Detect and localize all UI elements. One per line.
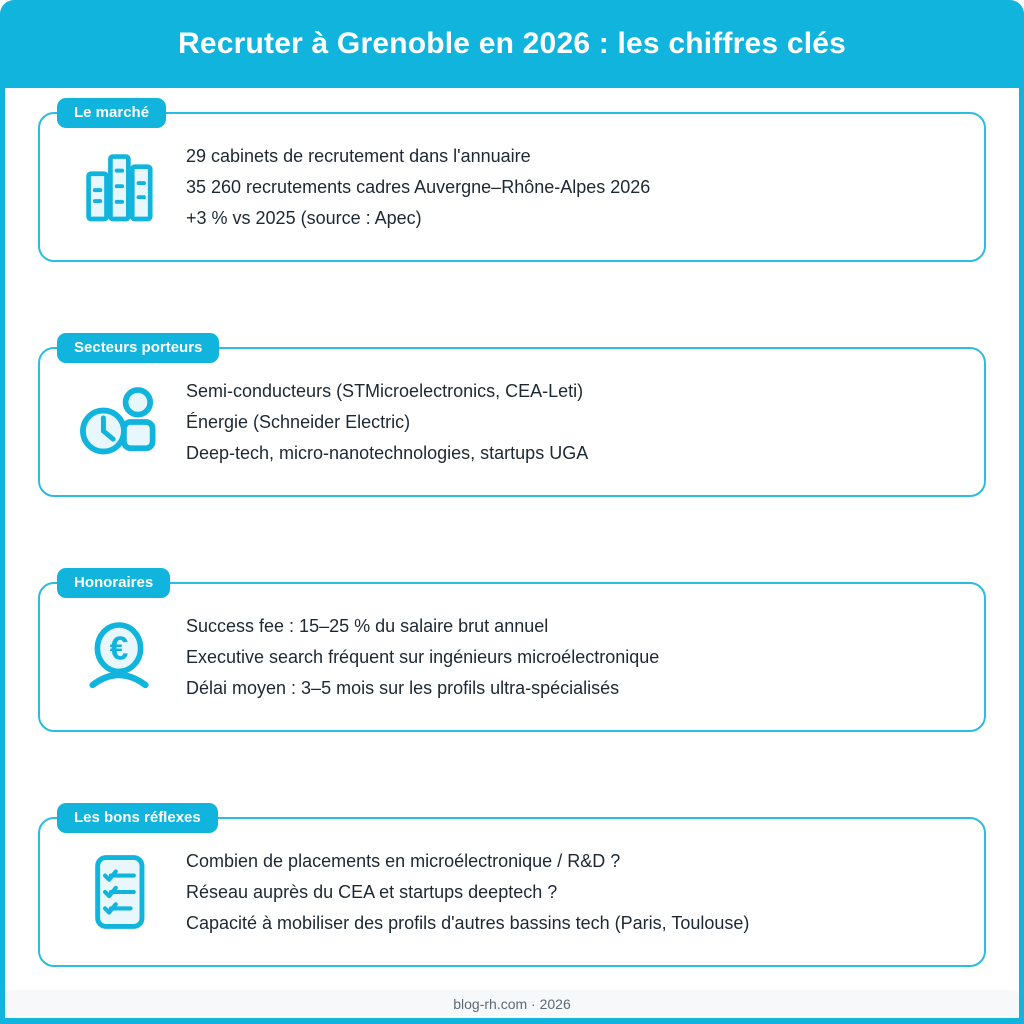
section-badge: Secteurs porteurs	[57, 333, 220, 363]
section-badge: Le marché	[57, 98, 167, 128]
fact-line: Combien de placements en microélectroniq…	[186, 850, 621, 871]
clock-person-icon	[78, 381, 160, 463]
page-border-right	[1019, 80, 1024, 1024]
fact-line: 35 260 recrutements cadres Auvergne–Rhôn…	[186, 176, 651, 197]
section-les-bons-reflexes: Les bons réflexes Combien de placements …	[38, 803, 986, 967]
fact-line: 29 cabinets de recrutement dans l'annuai…	[186, 145, 531, 166]
section-le-marche: Le marché 29 cabinets de recrutement d	[38, 98, 986, 262]
fact-line: Énergie (Schneider Electric)	[186, 411, 411, 432]
fact-line: +3 % vs 2025 (source : Apec)	[186, 207, 422, 228]
section-honoraires: Honoraires € Success fee : 15–25 % du sa…	[38, 568, 986, 732]
page-border-bottom	[0, 1018, 1024, 1024]
footer: blog-rh.com · 2026	[5, 990, 1019, 1018]
fact-line: Capacité à mobiliser des profils d'autre…	[186, 912, 750, 933]
fact-line: Délai moyen : 3–5 mois sur les profils u…	[186, 677, 620, 698]
checklist-icon	[78, 848, 160, 936]
page-title: Recruter à Grenoble en 2026 : les chiffr…	[177, 27, 847, 60]
fact-line: Deep-tech, micro-nanotechnologies, start…	[186, 442, 589, 463]
fact-line: Executive search fréquent sur ingénieurs…	[186, 646, 660, 667]
section-badge: Les bons réflexes	[57, 803, 218, 833]
fact-line: Semi-conducteurs (STMicroelectronics, CE…	[186, 380, 584, 401]
page-header: Recruter à Grenoble en 2026 : les chiffr…	[0, 0, 1024, 88]
cabinets-bar-chart-icon	[78, 145, 160, 229]
page-border-left	[0, 80, 5, 1024]
section-secteurs-porteurs: Secteurs porteurs Semi-conducteurs (STMi…	[38, 333, 986, 497]
svg-text:€: €	[110, 630, 129, 667]
fact-line: Success fee : 15–25 % du salaire brut an…	[186, 615, 549, 636]
euro-coin-person-icon: €	[78, 617, 160, 697]
footer-text: blog-rh.com · 2026	[453, 996, 571, 1012]
fact-line: Réseau auprès du CEA et startups deeptec…	[186, 881, 558, 902]
section-badge: Honoraires	[57, 568, 171, 598]
